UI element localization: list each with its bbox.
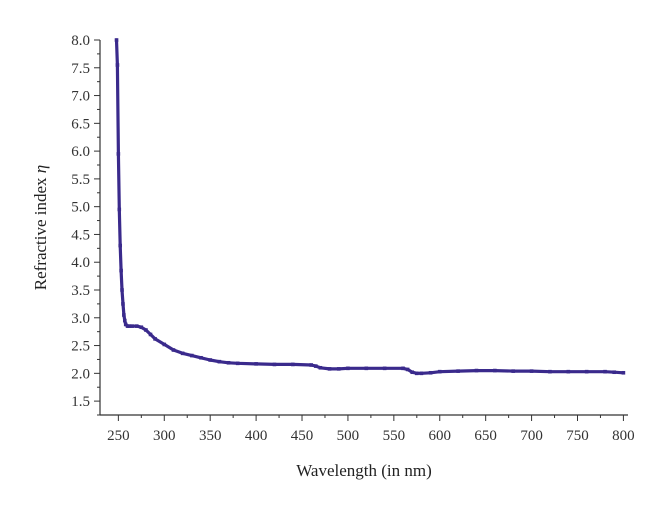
- data-point: [118, 243, 123, 248]
- y-tick-label: 2.0: [71, 366, 90, 382]
- data-point: [493, 368, 497, 373]
- data-point: [226, 360, 231, 365]
- data-point: [121, 302, 125, 306]
- y-axis-title-symbol: η: [31, 165, 50, 173]
- x-tick-label: 500: [337, 428, 360, 444]
- data-point: [428, 370, 433, 375]
- x-tick-label: 300: [153, 428, 176, 444]
- data-point: [122, 313, 126, 317]
- x-tick-label: 750: [566, 428, 589, 444]
- data-point: [190, 353, 194, 358]
- data-point: [114, 38, 119, 42]
- y-axis-ticks: 1.5 2.0 2.5 3.0 3.5 4.0 4.5 5.0 5.5 6.0 6.5 7.0 7.5 8…: [71, 33, 100, 416]
- data-point: [116, 152, 121, 156]
- data-point: [529, 369, 534, 373]
- data-point: [336, 367, 341, 371]
- data-point: [612, 370, 617, 375]
- data-point: [456, 369, 460, 373]
- data-point: [153, 337, 157, 341]
- data-point: [327, 367, 332, 371]
- data-point: [584, 369, 589, 374]
- x-tick-label: 350: [199, 428, 222, 444]
- data-point: [148, 332, 153, 337]
- data-point: [401, 366, 405, 371]
- x-tick-label: 650: [474, 428, 497, 444]
- y-tick-label: 5.5: [71, 172, 90, 188]
- data-point: [410, 370, 415, 375]
- data-point: [566, 369, 571, 374]
- x-tick-label: 550: [383, 428, 406, 444]
- data-point: [162, 342, 167, 347]
- data-point: [208, 358, 212, 362]
- data-point: [235, 361, 240, 366]
- y-tick-label: 7.0: [71, 89, 90, 105]
- data-point: [122, 318, 127, 323]
- data-point: [139, 325, 144, 330]
- y-tick-label: 5.0: [71, 200, 90, 216]
- data-point: [346, 366, 350, 371]
- data-point: [621, 370, 626, 375]
- data-point: [364, 366, 369, 371]
- y-tick-label: 4.0: [71, 255, 90, 271]
- data-point: [415, 371, 419, 376]
- data-point: [127, 324, 132, 328]
- y-axis-title-text: Refractive index: [31, 173, 50, 290]
- x-axis-title: Wavelength (in nm): [296, 461, 432, 480]
- y-tick-label: 6.0: [71, 144, 90, 160]
- y-tick-label: 2.5: [71, 339, 90, 355]
- data-point: [119, 268, 123, 273]
- data-point: [180, 351, 185, 356]
- y-tick-label: 3.0: [71, 311, 90, 327]
- data-point: [382, 366, 387, 371]
- x-tick-label: 250: [107, 428, 130, 444]
- data-point: [144, 328, 148, 332]
- data-point: [318, 365, 323, 370]
- y-tick-label: 7.5: [71, 61, 90, 77]
- axes: [99, 40, 628, 416]
- series-layer: [114, 38, 626, 376]
- y-tick-label: 8.0: [71, 33, 90, 49]
- data-point: [474, 368, 479, 373]
- data-point: [130, 324, 134, 328]
- data-point: [125, 324, 130, 328]
- data-point: [309, 363, 313, 367]
- data-point: [291, 362, 295, 367]
- x-tick-label: 450: [291, 428, 314, 444]
- data-point: [254, 362, 258, 366]
- x-tick-label: 800: [612, 428, 635, 444]
- data-point: [117, 207, 122, 212]
- data-point: [419, 371, 424, 376]
- data-point: [115, 63, 120, 67]
- data-point: [548, 369, 552, 374]
- data-point: [313, 364, 318, 368]
- data-point: [120, 288, 124, 292]
- data-point: [405, 367, 410, 372]
- data-point: [272, 362, 277, 367]
- y-tick-label: 4.5: [71, 227, 90, 243]
- x-tick-label: 600: [429, 428, 452, 444]
- x-axis-ticks: 250 300 350 400 450 500 550 600 650 700 750 800: [107, 415, 635, 444]
- y-tick-label: 1.5: [71, 394, 90, 410]
- data-point: [603, 369, 607, 374]
- series-line: [114, 38, 626, 375]
- data-point: [511, 369, 516, 373]
- data-point: [199, 355, 203, 360]
- data-point: [134, 324, 139, 328]
- data-point: [437, 369, 442, 374]
- y-axis-title: Refractive index η: [31, 165, 50, 291]
- x-tick-label: 400: [245, 428, 268, 444]
- data-point: [171, 348, 176, 352]
- data-point: [217, 359, 222, 364]
- data-point: [123, 322, 128, 327]
- y-tick-label: 6.5: [71, 116, 90, 132]
- x-tick-label: 700: [520, 428, 543, 444]
- y-tick-label: 3.5: [71, 283, 90, 299]
